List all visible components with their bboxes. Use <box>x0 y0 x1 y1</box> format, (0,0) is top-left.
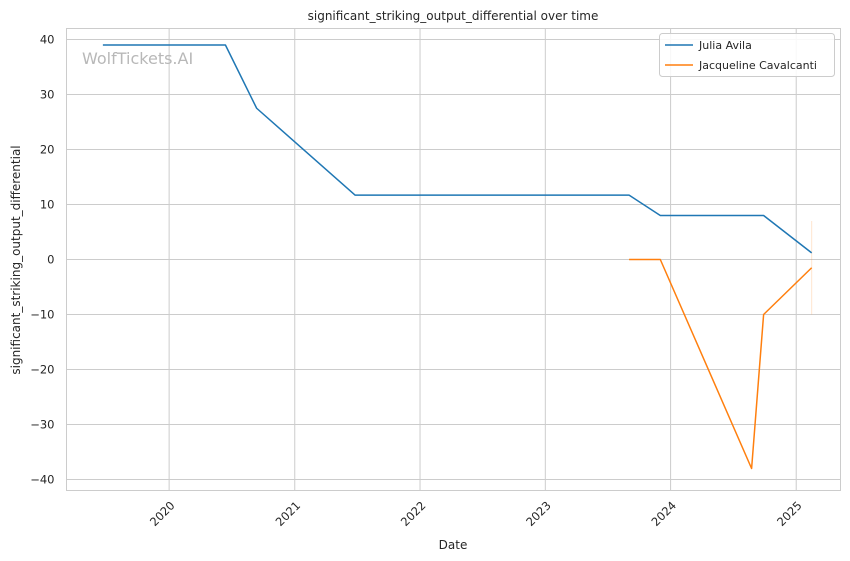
y-tick-label: 0 <box>47 253 54 267</box>
legend: Julia Avila Jacqueline Cavalcanti <box>659 33 835 77</box>
chart-title: significant_striking_output_differential… <box>308 9 599 23</box>
legend-label-1: Julia Avila <box>698 39 752 52</box>
y-tick-label: 40 <box>40 33 55 47</box>
y-tick-label: 20 <box>40 143 55 157</box>
x-axis-label: Date <box>439 538 468 552</box>
y-tick-label: −10 <box>30 308 54 322</box>
y-tick-label: −30 <box>30 418 54 432</box>
y-axis-label: significant_striking_output_differential <box>9 145 23 374</box>
legend-box <box>659 33 835 77</box>
y-tick-label: 10 <box>40 198 55 212</box>
series-line-1 <box>102 44 813 254</box>
series-line-2 <box>629 258 813 470</box>
y-tick-label: 30 <box>40 88 55 102</box>
y-tick-label: −40 <box>30 473 54 487</box>
watermark: WolfTickets.AI <box>82 49 193 68</box>
series-lines <box>102 44 813 470</box>
gridlines <box>66 28 841 491</box>
legend-label-2: Jacqueline Cavalcanti <box>698 59 817 72</box>
y-tick-label: −20 <box>30 363 54 377</box>
